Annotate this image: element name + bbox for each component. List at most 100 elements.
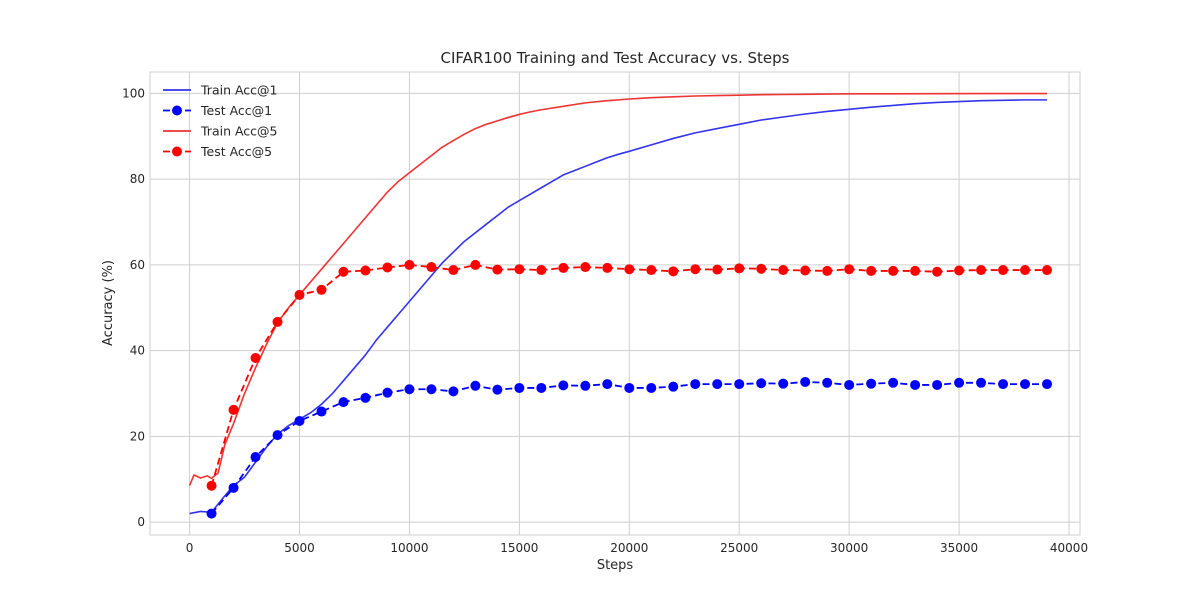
data-point [580,380,591,391]
data-point [272,430,283,441]
data-point [822,265,833,276]
data-point [580,262,591,273]
data-point [954,265,965,276]
y-tick-label: 60 [130,258,145,272]
data-point [360,265,371,276]
x-tick-label: 15000 [500,541,538,555]
legend-label: Train Acc@5 [200,124,278,139]
y-tick-label: 80 [130,172,145,186]
legend: Train Acc@1 Test Acc@1 Train Acc@5 Test Acc… [163,83,278,159]
data-point [712,264,723,275]
data-point [558,262,569,273]
chart-title: CIFAR100 Training and Test Accuracy vs. … [441,49,790,67]
data-point [932,266,943,277]
data-point [756,378,767,389]
series-line-3 [188,92,1048,487]
data-point [404,384,415,395]
data-point [338,397,349,408]
data-point [294,415,305,426]
series-layer [188,92,1053,519]
data-point [800,265,811,276]
ticks: 0 5000 10000 15000 20000 25000 30000 35000 40000… [122,86,1088,555]
data-point [954,377,965,388]
data-point [1020,379,1031,390]
data-point [1020,265,1031,276]
x-axis-label: Steps [597,558,634,573]
data-point [250,451,261,462]
data-point [316,406,327,417]
data-point [734,379,745,390]
data-point [1042,379,1053,390]
data-point [514,382,525,393]
data-point [338,266,349,277]
data-point [602,379,613,390]
plot-frame [149,71,1081,536]
x-tick-label: 0 [186,541,194,555]
legend-marker [172,105,182,116]
data-point [866,378,877,389]
data-point [976,377,987,388]
data-point [382,387,393,398]
data-point [360,392,371,403]
data-point [712,379,723,390]
data-point [316,284,327,295]
y-tick-label: 40 [130,344,145,358]
data-point [646,265,657,276]
data-point [492,264,503,275]
y-tick-label: 100 [122,86,145,100]
data-point [536,265,547,276]
legend-label: Train Acc@1 [200,83,278,98]
data-point [206,480,217,491]
x-tick-label: 20000 [610,541,648,555]
data-point [668,266,679,277]
data-point [668,381,679,392]
data-point [426,262,437,273]
legend-label: Test Acc@5 [200,144,272,159]
data-point [514,264,525,275]
data-point [206,508,217,519]
data-point [470,380,481,391]
data-point [822,377,833,388]
data-point [426,384,437,395]
data-point [756,263,767,274]
x-tick-label: 40000 [1050,541,1088,555]
plot-background [150,72,1080,535]
data-point [734,263,745,274]
data-point [382,262,393,273]
data-point [492,384,503,395]
data-point [998,379,1009,390]
data-point [690,264,701,275]
data-point [998,265,1009,276]
data-point [976,265,987,276]
data-point [624,264,635,275]
data-point [910,379,921,390]
data-point [690,379,701,390]
data-point [800,376,811,387]
data-point [272,316,283,327]
data-point [228,404,239,415]
data-point [602,262,613,273]
data-point [866,265,877,276]
data-point [778,265,789,276]
data-point [448,265,459,276]
data-point [558,380,569,391]
data-point [470,259,481,270]
x-tick-label: 5000 [284,541,315,555]
data-point [910,265,921,276]
data-point [250,352,261,363]
x-tick-label: 10000 [390,541,428,555]
data-point [294,289,305,300]
x-tick-label: 25000 [720,541,758,555]
legend-marker [172,146,182,157]
data-point [888,265,899,276]
data-point [646,382,657,393]
legend-label: Test Acc@1 [200,103,272,118]
data-point [624,382,635,393]
x-tick-label: 35000 [940,541,978,555]
grid [150,72,1080,535]
data-point [536,382,547,393]
data-point [932,379,943,390]
data-point [404,259,415,270]
